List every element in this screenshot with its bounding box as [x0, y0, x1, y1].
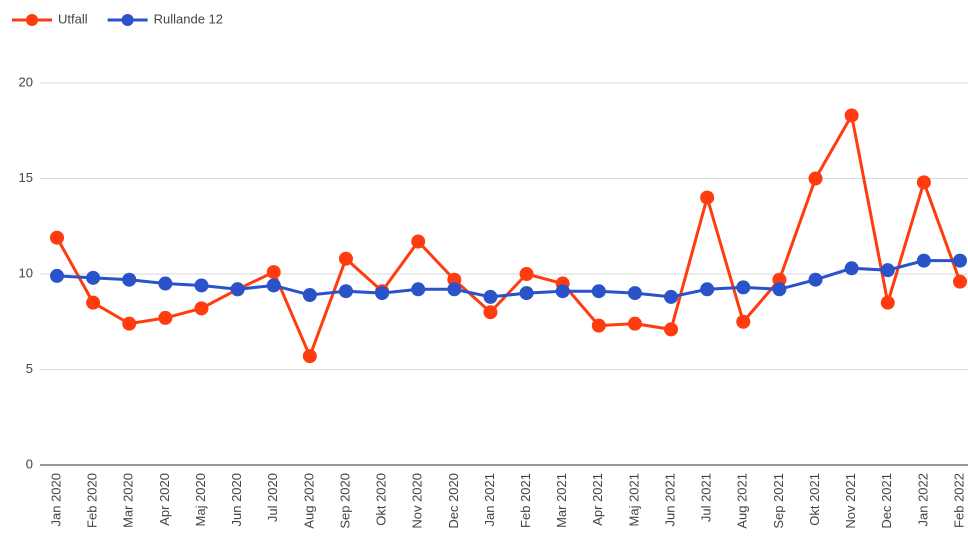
legend-label: Rullande 12: [154, 11, 223, 26]
data-point: [86, 295, 101, 310]
x-tick-label: Dec 2020: [446, 473, 461, 529]
data-point: [86, 270, 101, 285]
data-point: [411, 234, 426, 249]
x-tick-label: Maj 2021: [626, 473, 641, 526]
x-tick-label: Maj 2020: [193, 473, 208, 526]
data-point: [519, 286, 534, 301]
data-point: [122, 316, 137, 331]
x-tick-label: Nov 2020: [410, 473, 425, 529]
data-point: [302, 288, 317, 303]
data-point: [844, 108, 859, 123]
series-line: [55, 111, 962, 361]
y-tick-label: 0: [26, 456, 33, 471]
data-point: [736, 280, 751, 295]
data-point: [808, 272, 823, 287]
x-tick-label: Feb 2020: [85, 473, 100, 528]
legend-marker: [26, 14, 38, 26]
data-point: [338, 251, 353, 266]
legend-item: Utfall: [12, 11, 88, 26]
data-point: [700, 190, 715, 205]
data-point: [953, 274, 967, 289]
data-point: [519, 267, 534, 281]
data-point: [122, 272, 137, 287]
x-tick-label: Okt 2021: [807, 473, 822, 526]
data-point: [411, 282, 426, 297]
data-point: [664, 322, 679, 337]
data-point: [736, 314, 751, 329]
data-point: [664, 289, 679, 304]
x-tick-label: Jul 2021: [699, 473, 714, 522]
x-tick-label: Jun 2020: [229, 473, 244, 527]
data-point: [844, 261, 859, 276]
x-tick-label: Mar 2020: [121, 473, 136, 528]
data-point: [483, 289, 498, 304]
data-point: [880, 295, 895, 310]
data-point: [916, 175, 931, 190]
x-tick-label: Aug 2020: [301, 473, 316, 529]
data-point: [158, 310, 173, 325]
x-tick-label: Dec 2021: [879, 473, 894, 529]
x-tick-label: Feb 2021: [518, 473, 533, 528]
x-tick-label: Aug 2021: [735, 473, 750, 529]
x-tick-label: Feb 2022: [951, 473, 966, 528]
y-tick-label: 15: [19, 170, 33, 185]
data-point: [447, 282, 462, 297]
data-point: [627, 316, 642, 331]
data-point: [375, 286, 390, 301]
x-tick-label: Jan 2022: [915, 473, 930, 527]
x-tick-label: Apr 2020: [157, 473, 172, 526]
data-point: [555, 284, 570, 299]
x-tick-label: Jan 2021: [482, 473, 497, 527]
data-point: [158, 276, 173, 291]
data-point: [194, 301, 209, 316]
x-tick-label: Mar 2021: [554, 473, 569, 528]
x-tick-label: Sep 2020: [337, 473, 352, 529]
data-point: [772, 282, 787, 297]
x-tick-label: Jan 2020: [48, 473, 63, 527]
legend-marker: [121, 14, 134, 26]
y-tick-label: 5: [26, 361, 33, 376]
data-point: [50, 268, 64, 283]
data-point: [50, 230, 64, 245]
x-tick-label: Jul 2020: [265, 473, 280, 522]
y-tick-label: 20: [19, 74, 33, 89]
data-point: [266, 265, 281, 280]
data-point: [700, 282, 715, 297]
data-point: [916, 253, 931, 268]
data-point: [194, 278, 209, 293]
data-point: [266, 278, 281, 293]
data-point: [230, 282, 245, 297]
x-tick-label: Apr 2021: [590, 473, 605, 526]
legend-label: Utfall: [58, 11, 88, 26]
data-point: [338, 284, 353, 299]
x-tick-label: Okt 2020: [374, 473, 389, 526]
y-tick-label: 10: [19, 265, 33, 280]
data-point: [302, 349, 317, 364]
data-point: [808, 171, 823, 186]
data-point: [483, 305, 498, 320]
data-point: [880, 263, 895, 278]
data-point: [953, 253, 967, 268]
legend-item: Rullande 12: [107, 11, 223, 26]
x-tick-label: Sep 2021: [771, 473, 786, 529]
data-point: [591, 284, 606, 299]
x-tick-label: Nov 2021: [843, 473, 858, 529]
x-tick-label: Jun 2021: [662, 473, 677, 527]
data-point: [627, 286, 642, 301]
data-point: [591, 318, 606, 333]
